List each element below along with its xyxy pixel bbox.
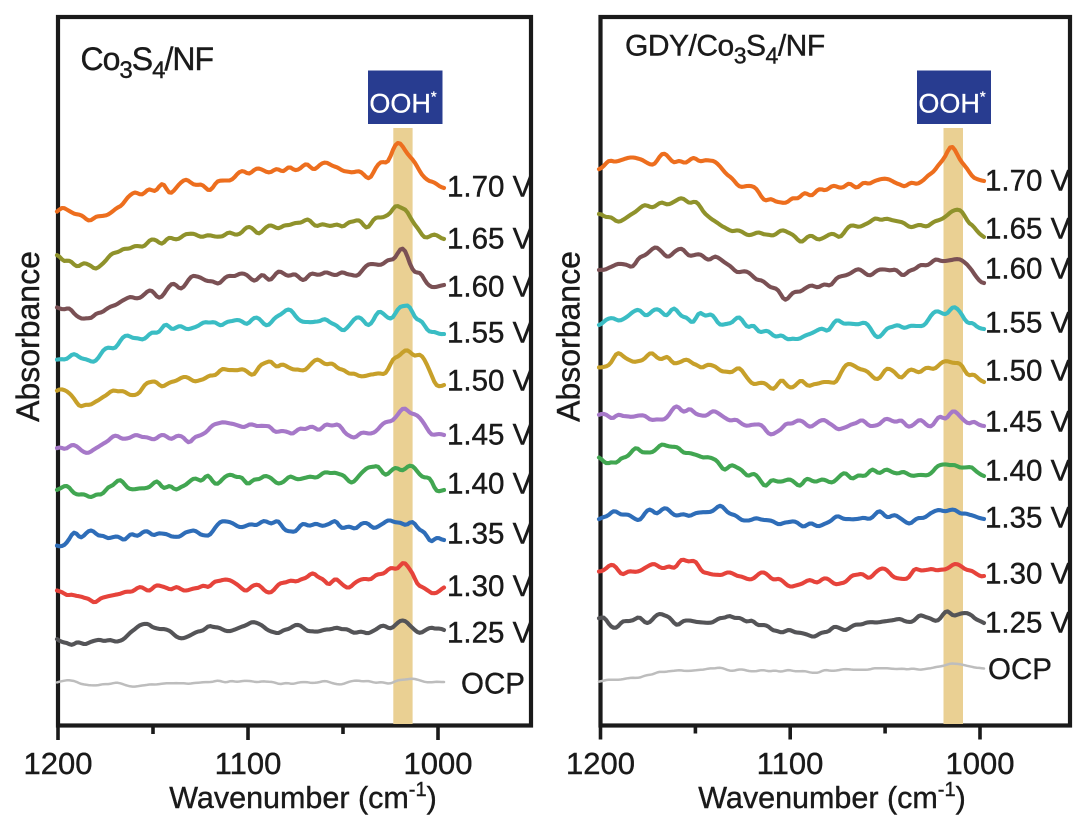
svg-text:1.55 V: 1.55 V — [447, 316, 533, 349]
svg-text:1.70 V: 1.70 V — [447, 170, 533, 203]
svg-text:1.70 V: 1.70 V — [985, 164, 1071, 197]
svg-text:1000: 1000 — [404, 746, 473, 781]
svg-text:Co3S4/NF: Co3S4/NF — [81, 41, 214, 84]
svg-text:1.45 V: 1.45 V — [985, 405, 1071, 438]
svg-text:1.55 V: 1.55 V — [985, 306, 1071, 339]
svg-text:1200: 1200 — [24, 746, 93, 781]
svg-text:OCP: OCP — [461, 667, 525, 700]
svg-text:1100: 1100 — [757, 746, 824, 781]
svg-text:1.65 V: 1.65 V — [985, 212, 1071, 245]
svg-text:Wavenumber (cm-1): Wavenumber (cm-1) — [698, 779, 966, 815]
svg-text:1.40 V: 1.40 V — [447, 467, 533, 500]
svg-text:1.30 V: 1.30 V — [447, 570, 533, 603]
svg-text:1.45 V: 1.45 V — [447, 418, 533, 451]
svg-text:1.65 V: 1.65 V — [447, 222, 533, 255]
svg-text:1.50 V: 1.50 V — [985, 354, 1071, 387]
svg-text:Wavenumber (cm-1): Wavenumber (cm-1) — [169, 779, 437, 815]
svg-text:Absorbance: Absorbance — [551, 251, 587, 422]
svg-text:1.35 V: 1.35 V — [985, 501, 1071, 534]
svg-text:OCP: OCP — [988, 653, 1052, 686]
svg-text:GDY/Co3S4/NF: GDY/Co3S4/NF — [625, 30, 825, 69]
svg-text:1200: 1200 — [566, 746, 635, 781]
svg-text:1.30 V: 1.30 V — [985, 557, 1071, 590]
svg-text:Absorbance: Absorbance — [10, 251, 46, 422]
svg-text:1.60 V: 1.60 V — [985, 252, 1071, 285]
svg-text:1100: 1100 — [215, 746, 282, 781]
svg-text:OOH*: OOH* — [918, 89, 986, 119]
svg-text:1.40 V: 1.40 V — [985, 454, 1071, 487]
svg-text:1.50 V: 1.50 V — [447, 364, 533, 397]
svg-text:1.60 V: 1.60 V — [447, 270, 533, 303]
svg-text:1.25 V: 1.25 V — [985, 606, 1071, 639]
svg-text:1.25 V: 1.25 V — [447, 616, 533, 649]
svg-text:1.35 V: 1.35 V — [447, 517, 533, 550]
svg-text:OOH*: OOH* — [369, 89, 437, 119]
svg-text:1000: 1000 — [946, 746, 1015, 781]
